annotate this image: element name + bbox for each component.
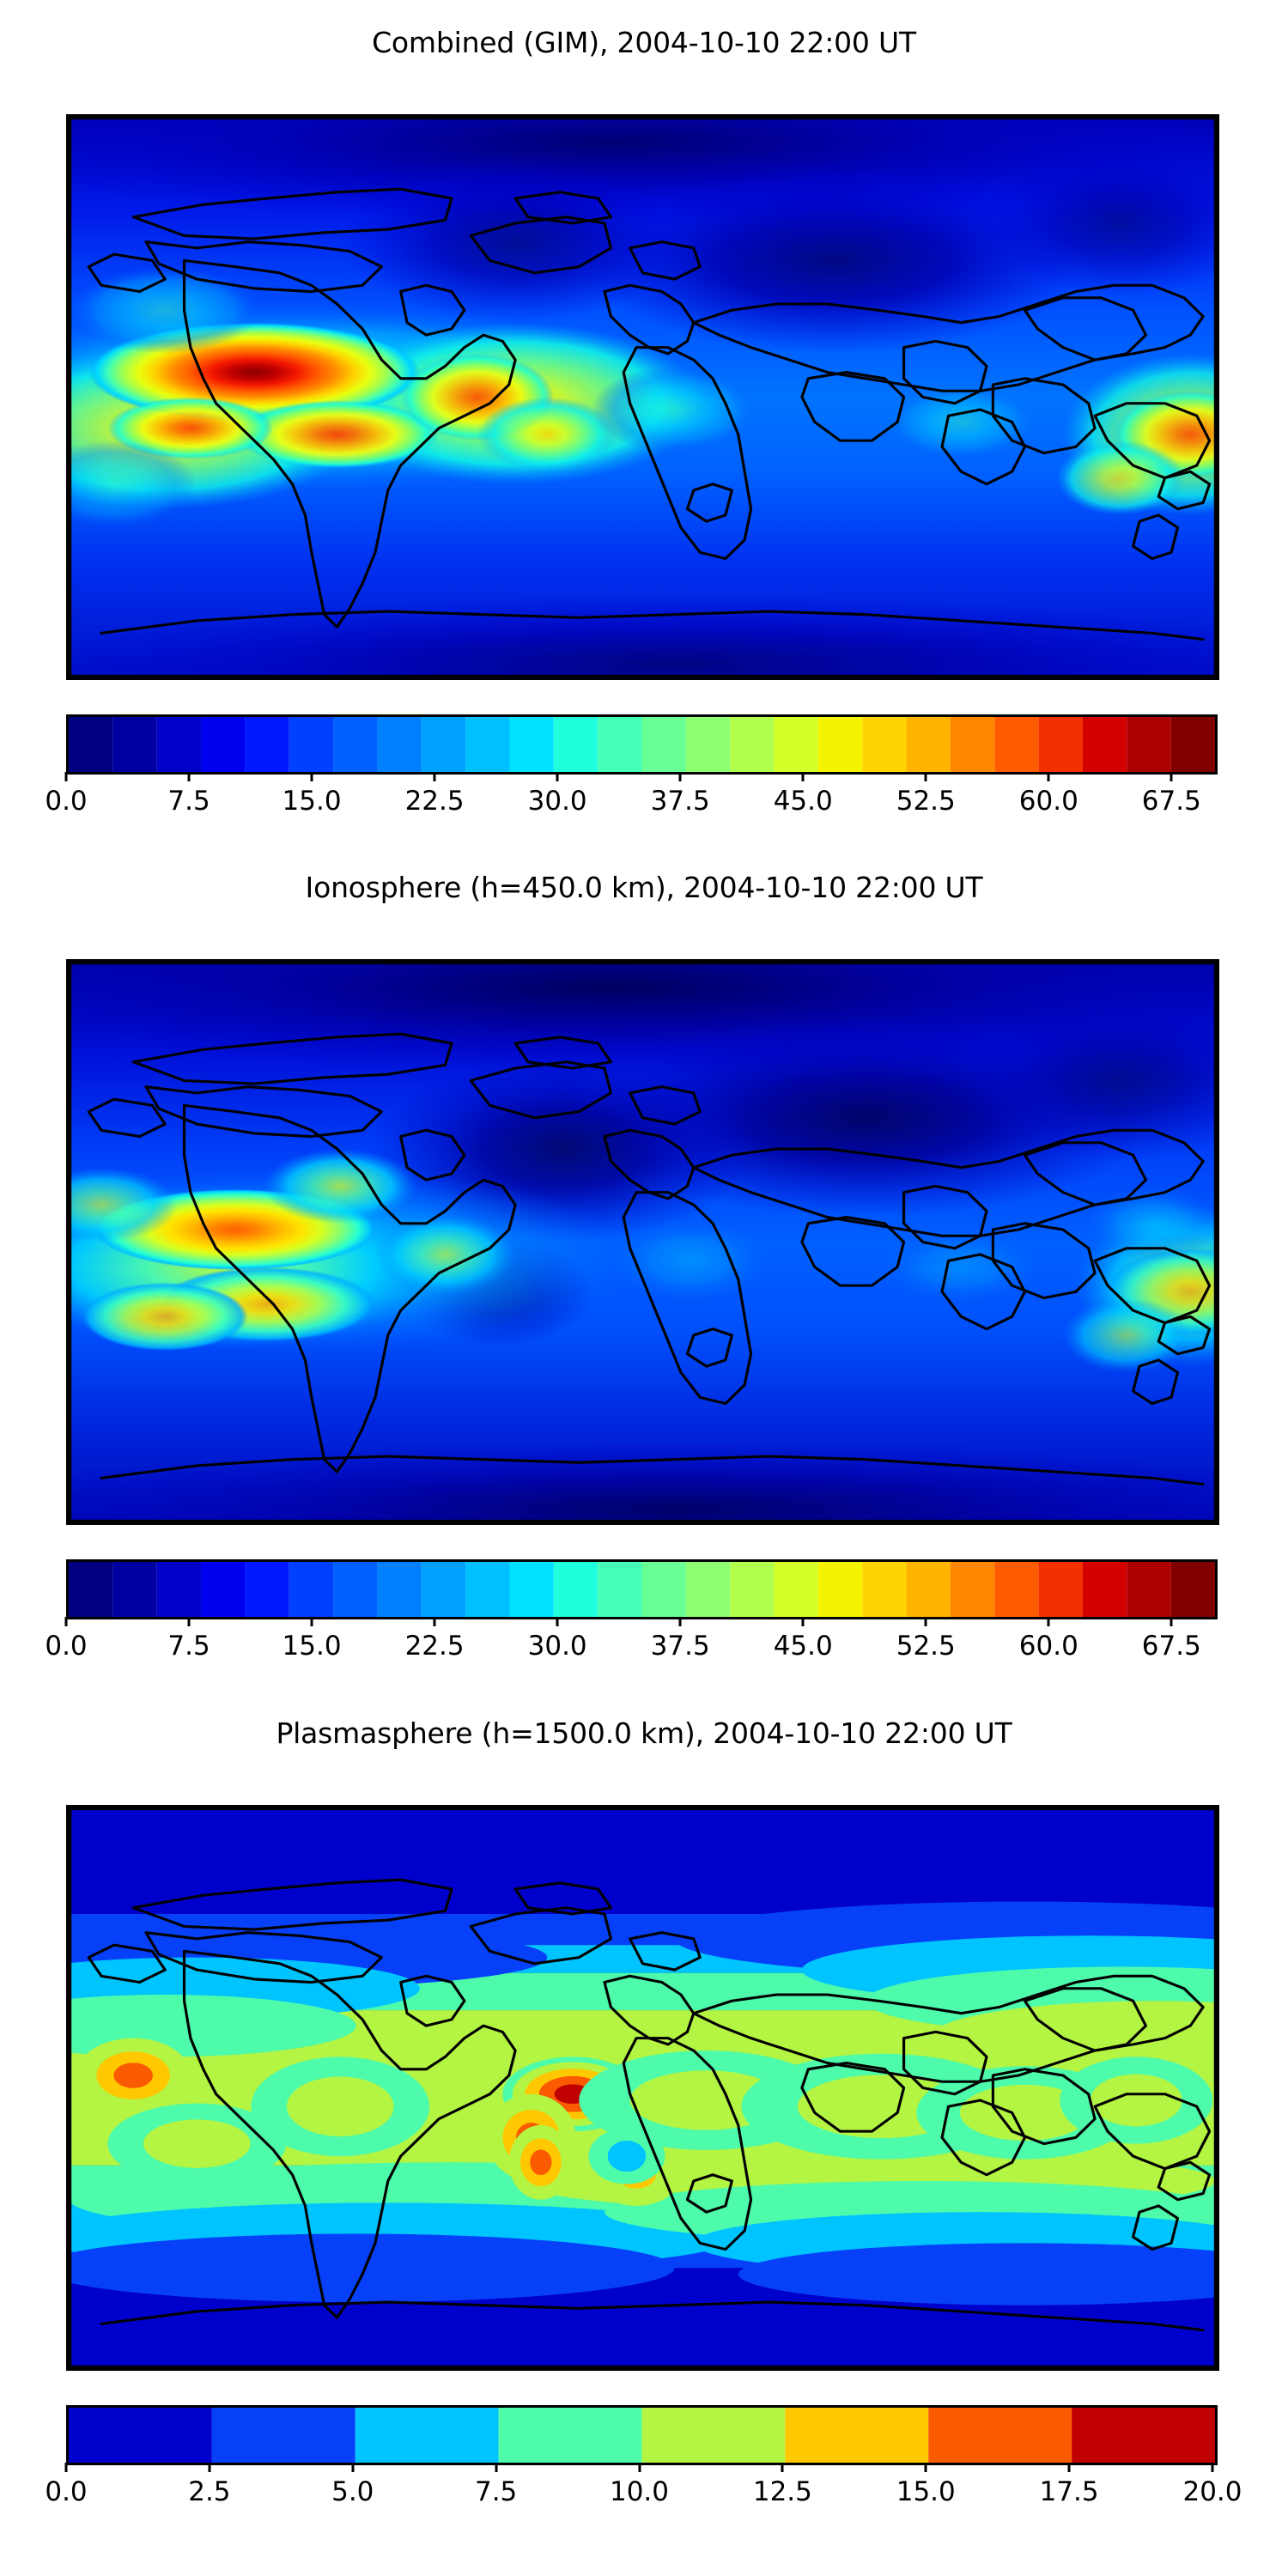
colorbar-combined — [66, 714, 1218, 775]
colorbar-tickmark — [64, 772, 68, 781]
map-canvas-ionosphere — [70, 963, 1216, 1522]
colorbar-tickmark — [678, 1617, 682, 1626]
coastlines-plasmasphere — [87, 1878, 1212, 2332]
map-canvas-plasmasphere — [70, 1808, 1216, 2367]
band-warp — [70, 1901, 1216, 2306]
colorbar-bands — [69, 1562, 1215, 1617]
map-combined-gim — [66, 114, 1219, 680]
colorbar-tickmark — [1211, 2463, 1214, 2472]
colorbar-tickmark — [801, 1617, 805, 1626]
colorbar-canvas-plasmasphere — [69, 2408, 1215, 2463]
colorbar-tick-label: 52.5 — [896, 786, 956, 817]
colorbar-tickmark — [678, 772, 682, 781]
colorbar-tickmark — [1170, 1617, 1173, 1626]
colorbar-tick-label: 45.0 — [773, 1631, 833, 1662]
colorbar-tick-label: 5.0 — [331, 2476, 374, 2507]
colorbar-canvas-combined — [69, 717, 1215, 772]
colorbar-tick-label: 12.5 — [752, 2476, 812, 2507]
colorbar-tickmark — [433, 772, 436, 781]
colorbar-tickmark — [64, 2463, 68, 2472]
colorbar-tick-label: 22.5 — [404, 1631, 465, 1662]
colorbar-tick-label: 52.5 — [896, 1631, 956, 1662]
colorbar-bands — [69, 717, 1215, 772]
colorbar-ticks-combined: 0.0 7.5 15.0 22.5 30.0 37.5 45.0 52.5 60.0 67.5 — [0, 772, 1288, 818]
colorbar-tick-label: 0.0 — [45, 1631, 88, 1662]
coastlines-ionosphere — [87, 1032, 1212, 1486]
colorbar-tick-label: 20.0 — [1182, 2476, 1242, 2507]
colorbar-tick-label: 60.0 — [1018, 786, 1078, 817]
colorbar-tick-label: 15.0 — [896, 2476, 956, 2507]
colorbar-tickmark — [433, 1617, 436, 1626]
colorbar-tickmark — [1047, 1617, 1050, 1626]
colorbar-tickmark — [556, 1617, 559, 1626]
colorbar-tickmark — [781, 2463, 784, 2472]
colorbar-tickmark — [638, 2463, 641, 2472]
colorbar-tickmark — [310, 1617, 313, 1626]
colorbar-tick-label: 0.0 — [45, 786, 88, 817]
colorbar-tick-label: 10.0 — [609, 2476, 670, 2507]
colorbar-tick-label: 7.5 — [167, 786, 210, 817]
coastlines-combined — [87, 187, 1212, 641]
colorbar-tickmark — [208, 2463, 211, 2472]
colorbar-tick-label: 2.5 — [188, 2476, 231, 2507]
colorbar-tickmark — [1170, 772, 1173, 781]
colorbar-tickmark — [64, 1617, 68, 1626]
panel-title-plasmasphere: Plasmasphere (h=1500.0 km), 2004-10-10 2… — [276, 1716, 1012, 1750]
colorbar-tick-label: 37.5 — [650, 786, 710, 817]
colorbar-tick-label: 45.0 — [773, 786, 833, 817]
colorbar-tickmark — [187, 1617, 191, 1626]
colorbar-tickmark — [924, 772, 927, 781]
map-canvas-combined — [70, 118, 1216, 677]
colorbar-ionosphere — [66, 1559, 1218, 1619]
colorbar-tickmark — [310, 772, 313, 781]
map-plasmasphere — [66, 1805, 1219, 2371]
colorbar-ticks-plasmasphere: 0.0 2.5 5.0 7.5 10.0 12.5 15.0 17.5 20.0 — [0, 2463, 1288, 2509]
colorbar-tickmark — [924, 2463, 927, 2472]
colorbar-tick-label: 60.0 — [1018, 1631, 1078, 1662]
colorbar-tickmark — [801, 772, 805, 781]
colorbar-tickmark — [1047, 772, 1050, 781]
colorbar-tickmark — [495, 2463, 498, 2472]
colorbar-canvas-ionosphere — [69, 1562, 1215, 1617]
colorbar-tick-label: 67.5 — [1141, 1631, 1201, 1662]
colorbar-tick-label: 7.5 — [474, 2476, 518, 2507]
colorbar-tick-label: 0.0 — [45, 2476, 88, 2507]
map-ionosphere — [66, 959, 1219, 1525]
panel-title-combined: Combined (GIM), 2004-10-10 22:00 UT — [372, 26, 916, 59]
colorbar-plasmasphere — [66, 2405, 1218, 2465]
colorbar-tick-label: 15.0 — [282, 1631, 342, 1662]
colorbar-ticks-ionosphere: 0.0 7.5 15.0 22.5 30.0 37.5 45.0 52.5 60.0 67.5 — [0, 1617, 1288, 1663]
colorbar-bands — [69, 2408, 1215, 2463]
colorbar-tick-label: 30.0 — [527, 1631, 587, 1662]
colorbar-tick-label: 30.0 — [527, 786, 587, 817]
colorbar-tick-label: 22.5 — [404, 786, 465, 817]
colorbar-tickmark — [187, 772, 191, 781]
colorbar-tickmark — [1067, 2463, 1071, 2472]
colorbar-tick-label: 17.5 — [1039, 2476, 1099, 2507]
colorbar-tick-label: 37.5 — [650, 1631, 710, 1662]
panel-title-ionosphere: Ionosphere (h=450.0 km), 2004-10-10 22:0… — [305, 871, 983, 904]
colorbar-tick-label: 7.5 — [167, 1631, 210, 1662]
colorbar-tickmark — [351, 2463, 355, 2472]
colorbar-tick-label: 67.5 — [1141, 786, 1201, 817]
colorbar-tick-label: 15.0 — [282, 786, 342, 817]
colorbar-tickmark — [556, 772, 559, 781]
colorbar-tickmark — [924, 1617, 927, 1626]
